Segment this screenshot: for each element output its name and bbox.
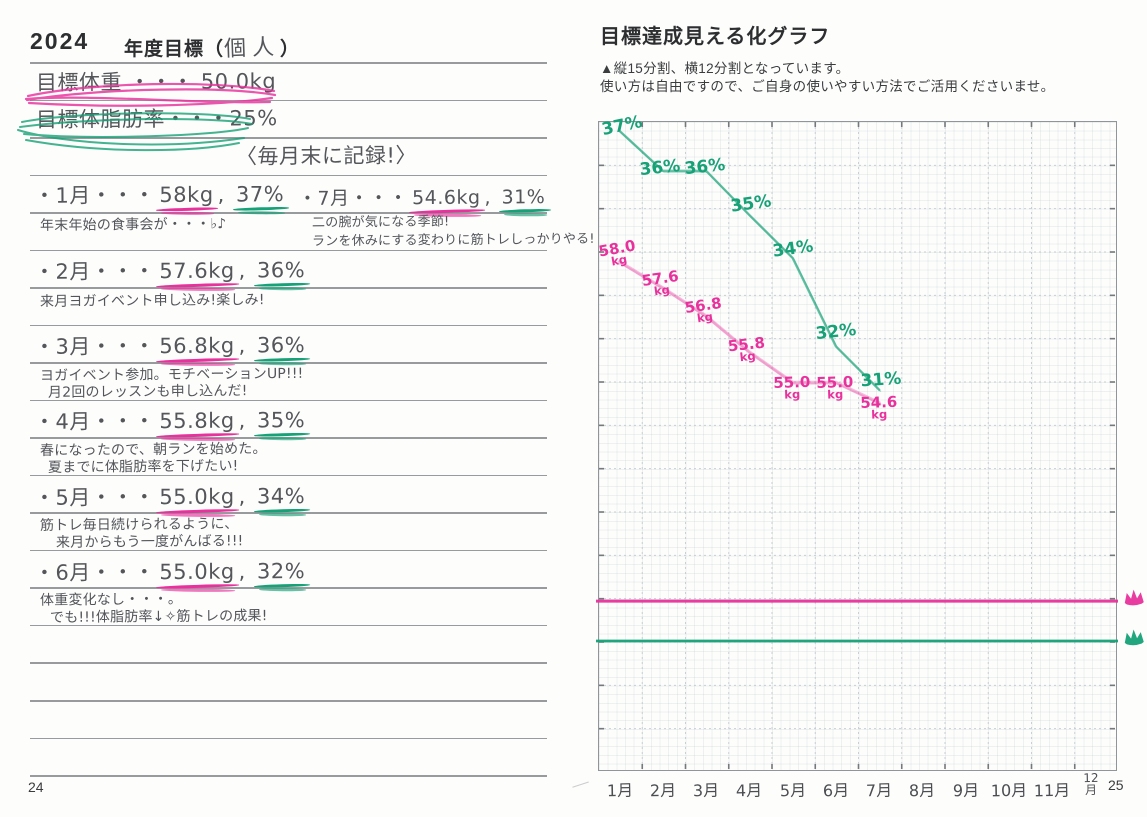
graph-grid xyxy=(598,121,1117,771)
month-axis-label: 4月 xyxy=(736,780,763,801)
entry-separator: , xyxy=(238,408,254,433)
ruled-line xyxy=(30,212,547,214)
fat-point-label: 32% xyxy=(814,319,858,345)
entry-weight-value: 55.0kg xyxy=(159,559,235,585)
month-axis-label: 10月 xyxy=(990,780,1028,801)
entry-fat-value: 36% xyxy=(256,333,306,358)
ruled-line xyxy=(30,474,547,477)
entry-note: でも!!!体脂肪率↓✧筋トレの成果! xyxy=(49,608,268,626)
month-axis-label: 6月 xyxy=(822,780,850,801)
month-axis-label: 11月 xyxy=(1033,780,1071,801)
weight-point-label: 54.6 kg xyxy=(860,393,898,422)
stray-pencil-mark xyxy=(572,781,591,794)
entry-heading: ・2月・・・ 57.6kg, 36% xyxy=(34,254,309,286)
entry-fat-value: 32% xyxy=(256,559,306,584)
month-axis-label: 9月 xyxy=(952,780,979,801)
ruled-line xyxy=(30,174,547,177)
entry-separator: , xyxy=(238,484,254,509)
entry-fat-value: 36% xyxy=(256,258,306,283)
ruled-line xyxy=(30,99,547,102)
ruled-line xyxy=(30,775,547,777)
month-axis-label: 2月 xyxy=(649,780,677,801)
entry-weight-value: 57.6kg xyxy=(159,258,235,284)
entry-note: ランを休みにする変わりに筋トレしっかりやる! xyxy=(311,231,595,250)
ruled-line xyxy=(30,324,547,327)
page-number-right: 25 xyxy=(1108,777,1124,793)
month-axis-label: 8月 xyxy=(909,780,936,801)
record-note: 〈毎月末に記録!〉 xyxy=(235,143,418,169)
month-axis-label-line: 月 xyxy=(1085,782,1098,798)
entry-fat-value: 37% xyxy=(235,182,285,207)
fat-point-label: 36% xyxy=(683,154,727,180)
entry-separator: , xyxy=(484,186,498,209)
ruled-line xyxy=(30,737,547,740)
ruled-line xyxy=(30,624,547,627)
ruled-line xyxy=(30,700,547,702)
graph-instructions-line2: 使い方は自由ですので、ご自身の使いやすい方法でご活用くださいませ。 xyxy=(600,79,1055,94)
entry-heading: ・4月・・・ 55.8kg, 35% xyxy=(34,404,309,436)
graph-instructions-line1: ▲縦15分割、横12分割となっています。 xyxy=(600,61,850,76)
entry-note: 来月からもう一度がんばる!!! xyxy=(55,533,244,551)
ruled-line xyxy=(30,549,547,552)
entry-month-label: ・5月・・・ xyxy=(33,485,156,510)
entry-month-label: ・7月・・・ xyxy=(297,187,409,210)
entry-heading: ・6月・・・ 55.0kg, 32% xyxy=(34,555,309,587)
entry-fat-value: 31% xyxy=(501,186,546,209)
month-axis-label: 5月 xyxy=(779,780,806,801)
entry-separator: , xyxy=(238,333,254,358)
entry-month-label: ・1月・・・ xyxy=(33,183,156,208)
entry-heading: ・5月・・・ 55.0kg, 34% xyxy=(34,480,309,512)
goal-weight-scribble xyxy=(24,82,277,107)
month-axis-label: 3月 xyxy=(692,780,720,801)
month-axis-label: 7月 xyxy=(865,780,893,801)
month-axis-label: 1月 xyxy=(606,780,633,801)
month-axis-label: 12 月 xyxy=(1084,771,1100,798)
entry-month-label: ・6月・・・ xyxy=(33,560,156,585)
weight-point-label: 55.0 kg xyxy=(816,373,854,402)
ruled-line xyxy=(30,249,547,252)
entry-heading: ・7月・・・ 54.6kg, 31% xyxy=(298,182,549,211)
fat-point-label: 31% xyxy=(860,368,902,392)
entry-weight-value: 55.0kg xyxy=(159,484,235,510)
title-handwritten-fill: 個人 xyxy=(223,35,281,62)
entry-separator: , xyxy=(238,559,254,584)
page-title-suffix: ） xyxy=(280,39,301,60)
entry-weight-value: 58kg xyxy=(159,182,214,208)
entry-note: 月2回のレッスンも申し込んだ! xyxy=(47,383,248,401)
crown-icon-green xyxy=(1124,629,1144,646)
entry-note: 来月ヨガイベント申し込み!楽しみ! xyxy=(39,292,265,310)
ruled-line xyxy=(30,399,547,402)
entry-weight-value: 54.6kg xyxy=(412,186,481,210)
ruled-line xyxy=(30,662,547,664)
entry-weight-value: 56.8kg xyxy=(159,333,235,359)
entry-heading: ・3月・・・ 56.8kg, 36% xyxy=(34,329,309,361)
entry-note: 年末年始の食事会が・・・♭♪ xyxy=(39,216,227,234)
crown-icon-pink xyxy=(1124,589,1144,606)
year-label: 2024 xyxy=(30,28,90,54)
entry-heading: ・1月・・・ 58kg, 37% xyxy=(34,178,288,210)
fat-point-label: 36% xyxy=(638,155,682,181)
entry-month-label: ・2月・・・ xyxy=(33,259,156,284)
entry-note: 二の腕が気になる季節! xyxy=(311,214,450,231)
entry-fat-value: 35% xyxy=(256,408,306,433)
entry-month-label: ・4月・・・ xyxy=(33,409,156,434)
entry-month-label: ・3月・・・ xyxy=(33,334,156,359)
entry-separator: , xyxy=(238,258,254,283)
entry-separator: , xyxy=(217,182,233,207)
graph-title: 目標達成見える化グラフ xyxy=(600,26,831,48)
ruled-line xyxy=(30,62,547,64)
page-title: 年度目標（個人） xyxy=(124,30,300,62)
weight-point-label: 56.8 kg xyxy=(684,294,724,326)
goal-fat-scribble xyxy=(17,112,253,152)
entry-note: 夏までに体脂肪率を下げたい! xyxy=(47,458,239,476)
weight-point-label: 55.8 kg xyxy=(727,334,766,365)
weight-point-label: 57.6 kg xyxy=(641,267,681,299)
entry-fat-value: 34% xyxy=(256,484,306,509)
page-title-prefix: 年度目標（ xyxy=(124,39,225,60)
weight-point-label: 55.0 kg xyxy=(773,373,811,402)
page-number-left: 24 xyxy=(28,779,44,795)
ruled-line xyxy=(30,137,547,139)
entry-weight-value: 55.8kg xyxy=(159,408,235,434)
